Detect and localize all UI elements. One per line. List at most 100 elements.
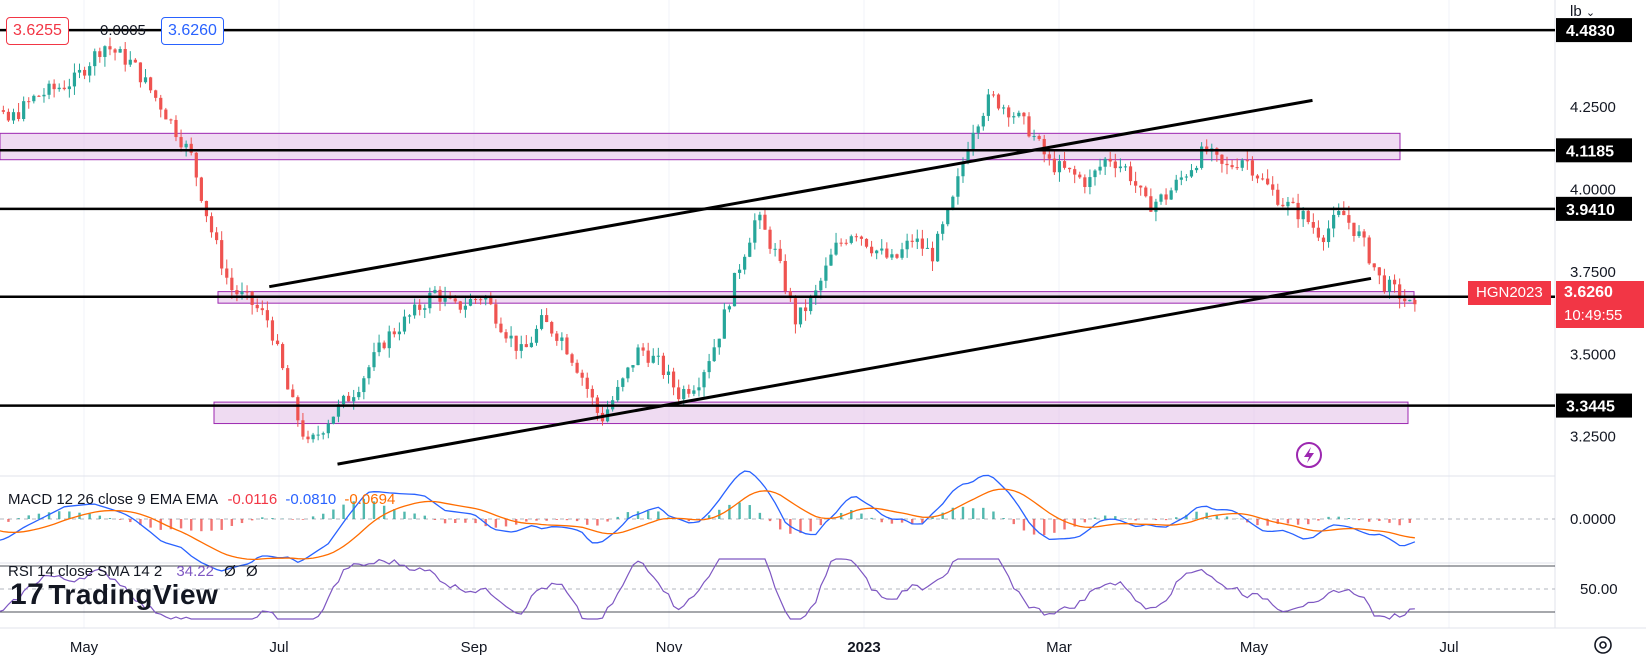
candle-body: [1337, 211, 1341, 215]
candle-body: [1342, 211, 1346, 216]
candle-body: [225, 268, 229, 278]
candle-body: [77, 69, 82, 73]
candle-body: [463, 305, 467, 310]
time-axis-label: May: [1240, 639, 1269, 656]
candle-body: [641, 347, 645, 351]
time-axis[interactable]: May Jul Sep Nov 2023 Mar May Jul: [70, 639, 1459, 656]
macd-histogram-bar: [220, 519, 223, 530]
candle-body: [575, 362, 579, 373]
candle-body: [1408, 299, 1412, 302]
bid-price-box[interactable]: 3.6255: [6, 17, 69, 45]
tradingview-logo: 17: [10, 578, 45, 611]
candle-body: [32, 95, 36, 102]
candle-body: [67, 86, 71, 90]
macd-histogram-bar: [545, 519, 548, 521]
macd-line-value: -0.0810: [285, 491, 337, 508]
candle-body: [484, 297, 488, 300]
macd-histogram-bar: [372, 501, 376, 519]
candle-body: [1266, 178, 1270, 185]
candle-body: [27, 101, 31, 103]
candle-body: [1296, 202, 1300, 220]
macd-histogram-bar: [261, 517, 264, 519]
candle-body: [1093, 170, 1097, 178]
macd-histogram-bar: [1266, 519, 1269, 526]
candle-body: [1413, 299, 1417, 305]
candle-body: [311, 434, 315, 440]
candle-body: [956, 176, 960, 197]
macd-histogram-bar: [433, 519, 437, 520]
macd-histogram-bar: [626, 512, 630, 519]
last-price-label[interactable]: 3.6260: [1556, 281, 1644, 305]
price-axis-tick: 3.2500: [1570, 429, 1616, 446]
macd-histogram-bar: [636, 511, 640, 519]
lightning-alert-icon[interactable]: [1296, 442, 1322, 468]
rsi-legend[interactable]: RSI 14 close SMA 14 2 34.22 Ø Ø: [8, 563, 258, 580]
candle-body: [844, 242, 848, 244]
candle-body: [128, 59, 132, 65]
candle-body: [392, 331, 396, 335]
candle-body: [108, 46, 112, 50]
macd-histogram-bar: [778, 519, 782, 530]
macd-histogram-bar: [1114, 516, 1117, 519]
candle-body: [732, 272, 737, 307]
macd-histogram-bar: [799, 519, 802, 534]
candle-body: [331, 416, 335, 424]
candle-body: [803, 307, 808, 312]
candle-body: [433, 289, 437, 293]
candle-body: [783, 260, 787, 292]
macd-histogram-bar: [1083, 519, 1087, 523]
candle-body: [1022, 112, 1026, 117]
candle-body: [387, 331, 391, 349]
macd-histogram-bar: [1012, 519, 1015, 525]
unit-selector[interactable]: lb ⌄: [1570, 3, 1595, 20]
candle-body: [407, 315, 412, 317]
candle-body: [1078, 174, 1082, 178]
macd-histogram-bar: [17, 518, 20, 519]
macd-histogram-bar: [190, 519, 193, 531]
candle-body: [1382, 275, 1387, 292]
candle-body: [697, 387, 701, 391]
candle-body: [179, 137, 183, 148]
macd-histogram-bar: [139, 519, 142, 526]
macd-histogram-bar: [1175, 517, 1178, 519]
settings-gear-icon[interactable]: [1594, 636, 1612, 654]
candle-body: [1057, 161, 1062, 173]
candle-body: [1392, 279, 1397, 285]
candle-body: [98, 51, 102, 57]
macd-histogram-bar: [98, 515, 102, 519]
candle-body: [991, 94, 996, 96]
macd-histogram-bar: [159, 519, 162, 530]
candle-body: [1103, 158, 1107, 167]
macd-histogram-bar: [687, 519, 691, 522]
candle-body: [905, 240, 909, 250]
macd-histogram-bar: [921, 519, 924, 523]
candle-body: [16, 112, 21, 120]
candle-body: [357, 392, 361, 398]
symbol-badge[interactable]: HGN2023: [1468, 281, 1551, 305]
candle-body: [1144, 187, 1148, 197]
macd-histogram-bar: [758, 512, 762, 519]
candle-body: [768, 229, 772, 249]
candle-body: [1139, 185, 1143, 188]
candle-body: [159, 97, 163, 110]
candle-body: [616, 386, 620, 401]
candle-body: [215, 232, 219, 241]
macd-histogram-bar: [1286, 519, 1290, 524]
macd-histogram-bar: [1205, 512, 1208, 519]
macd-histogram-bar: [484, 519, 487, 527]
candle-body: [235, 290, 239, 295]
candle-body: [727, 306, 732, 310]
macd-histogram-bar: [179, 519, 183, 529]
macd-histogram-bar: [210, 519, 213, 531]
candle-body: [1352, 222, 1356, 236]
candle-body: [413, 304, 417, 316]
ask-price-box[interactable]: 3.6260: [161, 17, 224, 45]
macd-histogram-bar: [1347, 518, 1351, 519]
candle-body: [372, 352, 376, 368]
macd-histogram-bar: [58, 511, 61, 519]
candle-body: [1367, 237, 1371, 264]
candle-body: [509, 335, 513, 339]
macd-legend[interactable]: MACD 12 26 close 9 EMA EMA -0.0116 -0.08…: [8, 491, 395, 508]
candle-body: [1098, 166, 1102, 171]
